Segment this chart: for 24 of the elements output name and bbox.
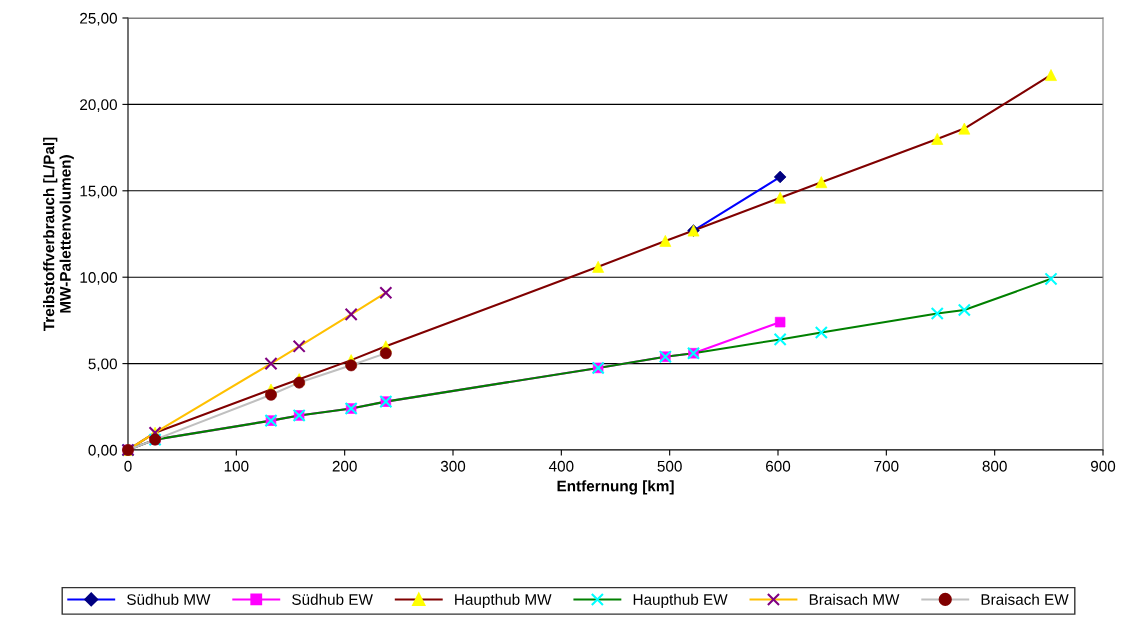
x-tick-label: 800 — [982, 460, 1007, 472]
x-tick-label: 300 — [440, 460, 466, 472]
x-tick-label: 500 — [657, 460, 682, 472]
x-tick-label: 0 — [124, 460, 132, 472]
x-tick-label: 100 — [224, 460, 249, 472]
y-tick-label: 15,00 — [80, 185, 117, 199]
y-tick-label: 5,00 — [88, 358, 117, 372]
legend-label: Südhub EW — [292, 593, 373, 605]
y-tick-label: 25,00 — [80, 12, 117, 26]
y-tick-label: 20,00 — [80, 99, 117, 112]
y-tick-label: 10,00 — [80, 272, 117, 285]
x-axis-title: Entfernung [km] — [557, 480, 674, 495]
legend-label: Haupthub MW — [455, 593, 552, 608]
x-tick-label: 400 — [548, 460, 574, 472]
x-tick-label: 600 — [766, 460, 791, 472]
legend-label: Braisach EW — [981, 593, 1069, 605]
y-axis-title: Treibstoffverbrauch [L/Pal] MW-Palettenvolumen) — [43, 137, 74, 332]
legend-label: Haupthub EW — [633, 593, 728, 608]
legend-label: Südhub MW — [127, 593, 211, 605]
x-tick-label: 700 — [874, 460, 899, 472]
x-tick-label: 200 — [332, 460, 357, 472]
x-tick-label: 900 — [1090, 460, 1116, 472]
y-tick-label: 0,00 — [88, 444, 117, 458]
legend-label: Braisach MW — [809, 593, 900, 605]
